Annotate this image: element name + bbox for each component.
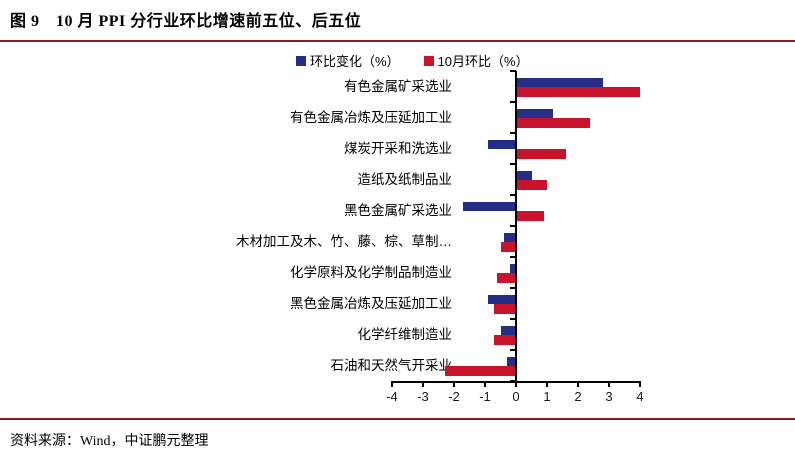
x-axis-tick <box>546 381 548 387</box>
x-axis-tick-label: 1 <box>543 389 551 404</box>
bar-oct-mom <box>500 242 516 252</box>
x-axis-tick <box>453 381 455 387</box>
category-label: 化学纤维制造业 <box>357 327 453 342</box>
x-axis-tick-label: -3 <box>417 389 429 404</box>
y-axis-tick <box>510 256 516 258</box>
bar-oct-mom <box>444 366 516 376</box>
category-label: 煤炭开采和洗选业 <box>344 141 452 156</box>
legend-swatch-icon <box>423 55 434 66</box>
y-axis-tick <box>510 225 516 227</box>
source-note: 资料来源：Wind，中证鹏元整理 <box>10 434 209 449</box>
x-axis-tick <box>639 381 641 387</box>
x-axis-tick-label: -4 <box>386 389 398 404</box>
bar-mom-change <box>488 294 516 304</box>
x-axis-tick <box>515 381 517 387</box>
bar-oct-mom <box>516 87 640 97</box>
x-axis-tick <box>577 381 579 387</box>
bar-mom-change <box>506 356 516 366</box>
x-axis-tick-label: 0 <box>512 389 520 404</box>
bar-oct-mom <box>497 273 516 283</box>
y-axis-line <box>515 71 517 381</box>
legend-swatch-icon <box>296 55 306 66</box>
bar-mom-change <box>516 170 532 180</box>
x-axis-tick <box>608 381 610 387</box>
y-axis-tick <box>510 349 516 351</box>
category-label: 石油和天然气开采业 <box>330 358 453 373</box>
chart-legend: 环比变化（%） 10月环比（%） <box>296 51 529 70</box>
title-divider-line <box>0 40 795 42</box>
x-axis-tick <box>422 381 424 387</box>
category-label: 化学原料及化学制品制造业 <box>290 265 452 280</box>
x-axis-tick <box>391 381 393 387</box>
y-axis-tick <box>510 163 516 165</box>
category-label: 有色金属矿采选业 <box>344 79 452 94</box>
y-axis-tick <box>510 287 516 289</box>
bar-mom-change <box>509 263 516 273</box>
bar-oct-mom <box>494 304 516 314</box>
bar-mom-change <box>500 325 516 335</box>
bar-oct-mom <box>516 211 544 221</box>
figure-title: 图 9 10 月 PPI 分行业环比增速前五位、后五位 <box>10 13 362 30</box>
y-axis-tick <box>510 101 516 103</box>
bar-oct-mom <box>516 180 547 190</box>
x-axis-tick-label: 4 <box>636 389 644 404</box>
legend-label: 环比变化（%） <box>310 54 400 69</box>
category-label: 造纸及纸制品业 <box>357 172 453 187</box>
bar-oct-mom <box>516 118 591 128</box>
x-axis-tick-label: -2 <box>448 389 460 404</box>
legend-label: 10月环比（%） <box>437 54 529 69</box>
legend-item: 10月环比（%） <box>423 51 529 70</box>
legend-item: 环比变化（%） <box>296 51 400 70</box>
category-label: 有色金属冶炼及压延加工业 <box>290 110 452 125</box>
y-axis-tick <box>510 70 516 72</box>
y-axis-tick <box>510 194 516 196</box>
bar-mom-change <box>516 77 603 87</box>
bar-mom-change <box>516 108 554 118</box>
x-axis-tick <box>484 381 486 387</box>
bar-mom-change <box>463 201 516 211</box>
y-axis-tick <box>510 132 516 134</box>
y-axis-tick <box>510 318 516 320</box>
bar-mom-change <box>503 232 516 242</box>
category-label: 木材加工及木、竹、藤、棕、草制… <box>236 234 452 249</box>
category-label: 黑色金属矿采选业 <box>344 203 452 218</box>
x-axis-tick-label: 3 <box>605 389 613 404</box>
x-axis-tick-label: 2 <box>574 389 582 404</box>
bar-oct-mom <box>516 149 566 159</box>
bar-mom-change <box>488 139 516 149</box>
bar-oct-mom <box>494 335 516 345</box>
source-divider-line <box>0 418 795 420</box>
x-axis-tick-label: -1 <box>479 389 491 404</box>
category-label: 黑色金属冶炼及压延加工业 <box>290 296 452 311</box>
